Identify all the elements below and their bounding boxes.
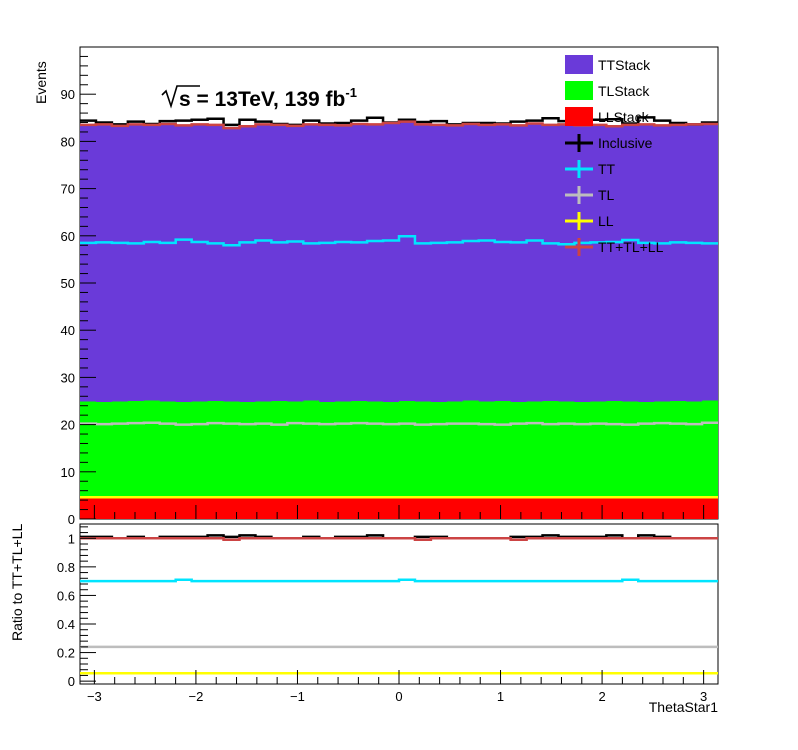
x-tick-label: −1: [290, 689, 305, 704]
x-tick-label: −2: [189, 689, 204, 704]
x-tick-label: 0: [395, 689, 402, 704]
legend-item: TT: [565, 160, 616, 178]
tt-line: [80, 235, 718, 247]
legend-item: TT+TL+LL: [565, 238, 664, 256]
legend: TTStack TLStack LLStack Inclusive TT TL LL TT+T…: [565, 55, 664, 256]
ratio-inclusive-line: [80, 534, 718, 540]
bottom-y-axis: 0 0.2 0.4 0.6 0.8 1: [57, 526, 96, 689]
histogram-lines: [80, 116, 718, 499]
legend-item: Inclusive: [565, 134, 653, 152]
top-y-tick-label: 20: [61, 418, 75, 433]
legend-label: TTStack: [598, 57, 651, 73]
bottom-y-tick-label: 0.6: [57, 588, 75, 603]
sum-line: [80, 120, 718, 130]
main-histogram-panel: 0 10 20 30 40 50 60 70 80 90 Events s = 13TeV, 13…: [33, 46, 719, 527]
bottom-y-tick-label: 0.2: [57, 646, 75, 661]
top-y-tick-label: 90: [61, 87, 75, 102]
x-tick-label: 1: [497, 689, 504, 704]
annotation-text: s = 13TeV, 139 fb-1: [179, 85, 357, 111]
bottom-y-tick-label: 0: [68, 674, 75, 689]
legend-label: TLStack: [598, 83, 650, 99]
top-y-axis-title: Events: [33, 61, 49, 104]
top-y-tick-label: 80: [61, 134, 75, 149]
top-y-tick-label: 40: [61, 323, 75, 338]
legend-swatch: [565, 81, 593, 100]
ratio-panel: 0 0.2 0.4 0.6 0.8 1 −3 −2 −1 0 1 2 3 Ratio to TT+TL…: [9, 523, 719, 715]
ratio-tt-line: [80, 578, 718, 583]
legend-label: TT+TL+LL: [598, 239, 664, 255]
top-y-tick-label: 30: [61, 370, 75, 385]
tl-line: [80, 421, 718, 426]
stack-fills: [80, 121, 718, 519]
legend-label: TT: [598, 161, 616, 177]
ratio-sum-line: [80, 537, 718, 541]
bottom-x-axis: −3 −2 −1 0 1 2 3: [87, 670, 707, 704]
legend-item: TL: [565, 186, 615, 204]
legend-label: LLStack: [598, 109, 650, 125]
legend-label: Inclusive: [598, 135, 653, 151]
legend-swatch: [565, 55, 593, 74]
annotation-sup: -1: [345, 85, 357, 100]
bottom-y-tick-label: 1: [68, 531, 75, 546]
bottom-y-axis-title: Ratio to TT+TL+LL: [9, 524, 25, 641]
annotation-prefix: s: [179, 88, 191, 111]
annotation-main: = 13TeV, 139 fb: [191, 88, 346, 111]
bottom-y-tick-label: 0.8: [57, 560, 75, 575]
top-y-tick-label: 50: [61, 276, 75, 291]
x-axis-title: ThetaStar1: [649, 699, 718, 715]
legend-label: LL: [598, 213, 614, 229]
top-x-axis-ticks: [93, 505, 705, 519]
bottom-y-tick-label: 0.4: [57, 617, 75, 632]
top-y-tick-label: 60: [61, 229, 75, 244]
bottom-frame: [79, 523, 719, 685]
ratio-lines: [80, 534, 718, 675]
legend-item: TLStack: [565, 81, 650, 100]
tlstack-fill: [80, 400, 718, 519]
x-tick-label: 2: [598, 689, 605, 704]
top-y-tick-label: 0: [68, 512, 75, 527]
top-y-axis: 0 10 20 30 40 50 60 70 80 90: [61, 55, 96, 527]
legend-label: TL: [598, 187, 615, 203]
top-y-tick-label: 10: [61, 465, 75, 480]
legend-item: LL: [565, 212, 614, 230]
energy-luminosity-annotation: s = 13TeV, 139 fb-1: [161, 85, 357, 111]
top-y-tick-label: 70: [61, 182, 75, 197]
x-tick-label: 3: [700, 689, 707, 704]
legend-item: LLStack: [565, 107, 650, 126]
x-tick-label: −3: [87, 689, 102, 704]
legend-item: TTStack: [565, 55, 651, 74]
legend-swatch: [565, 107, 593, 126]
sqrt-symbol: [161, 85, 200, 109]
